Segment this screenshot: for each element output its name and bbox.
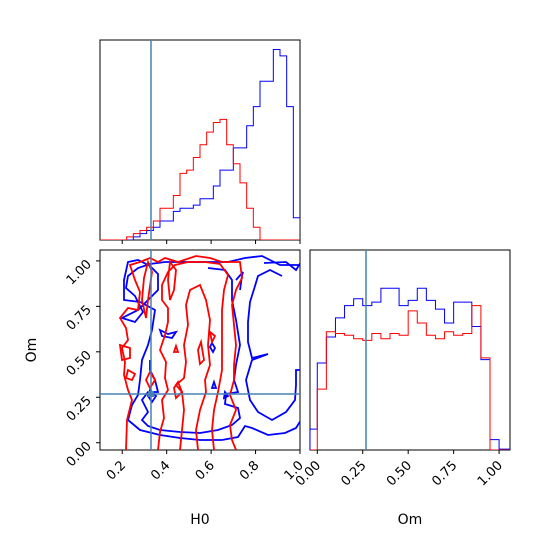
blue-contour-right: [245, 261, 300, 422]
joint-ytick-label: 0.25: [64, 393, 95, 424]
red-contour-inner: [174, 283, 211, 450]
om-marginal-xtick-label: 1.00: [475, 458, 506, 489]
joint-truth-marker: [148, 391, 154, 397]
h0-histogram-blue: [100, 49, 300, 240]
om-marginal-xtick-label: 0.25: [338, 458, 369, 489]
joint-panel-frame: [99, 249, 301, 451]
joint-xtick-label: 0.8: [237, 458, 262, 483]
joint-contours: [118, 255, 300, 450]
om-histogram-blue: [310, 287, 510, 450]
blue-contour-islands: [147, 328, 230, 404]
h0-marginal-frame: [99, 39, 301, 241]
axis-ticks: 0.2 0.4 0.6 0.8 1.00.000.250.500.751.000.00 0…: [64, 240, 506, 489]
y-axis-label-om: Om: [24, 338, 40, 363]
red-contour-islands: [118, 259, 217, 400]
blue-contour-outer: [119, 255, 300, 441]
joint-ytick-label: 1.00: [64, 257, 95, 288]
h0-histogram-red: [100, 118, 300, 240]
red-contour-outer: [118, 255, 243, 450]
joint-xtick-label: 0.6: [193, 458, 218, 483]
om-marginal-frame: [309, 249, 511, 451]
joint-xtick-label: 0.2: [104, 458, 129, 483]
h0-histograms: [100, 49, 300, 240]
joint-ytick-label: 0.75: [64, 303, 95, 334]
om-histogram-red: [310, 305, 510, 450]
red-contour-mid: [157, 261, 229, 450]
om-histograms: [310, 287, 510, 450]
om-marginal-xtick-label: 0.75: [429, 458, 460, 489]
blue-contour-inner: [140, 267, 244, 434]
x-axis-label-om: Om: [398, 512, 423, 528]
x-axis-label-h0: H0: [190, 512, 209, 528]
joint-xtick-label: 0.4: [148, 458, 173, 483]
joint-ytick-label: 0.00: [64, 439, 95, 470]
joint-ytick-label: 0.50: [64, 348, 95, 379]
om-marginal-xtick-label: 0.50: [384, 458, 415, 489]
